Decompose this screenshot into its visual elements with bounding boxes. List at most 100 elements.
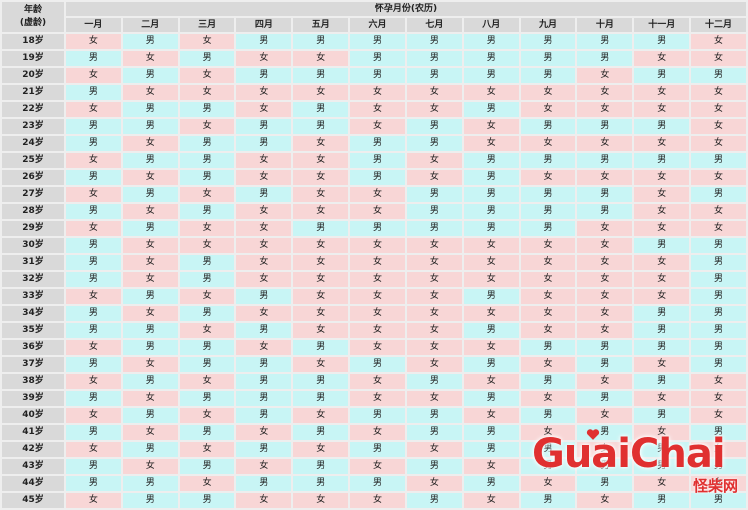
gender-cell: 女 — [577, 374, 633, 389]
gender-cell: 男 — [179, 170, 235, 185]
age-cell: 30岁 — [2, 238, 64, 253]
gender-cell: 女 — [406, 391, 462, 406]
gender-cell: 男 — [293, 119, 349, 134]
gender-cell: 男 — [463, 442, 519, 457]
gender-cell: 女 — [691, 51, 746, 66]
table-row: 31岁男女男女女女女女女女女男 — [2, 255, 746, 270]
gender-cell: 男 — [463, 204, 519, 219]
gender-cell: 男 — [236, 68, 292, 83]
age-cell: 27岁 — [2, 187, 64, 202]
gender-cell: 男 — [691, 272, 746, 287]
gender-cell: 男 — [122, 374, 178, 389]
gender-cell: 男 — [406, 459, 462, 474]
age-header: 年龄 (虚龄) — [2, 2, 64, 32]
gender-cell: 女 — [293, 153, 349, 168]
gender-cell: 女 — [634, 170, 690, 185]
gender-cell: 女 — [179, 238, 235, 253]
month-header: 五月 — [293, 18, 349, 32]
gender-cell: 男 — [293, 221, 349, 236]
gender-cell: 女 — [179, 85, 235, 100]
gender-cell: 女 — [406, 442, 462, 457]
age-cell: 25岁 — [2, 153, 64, 168]
gender-cell: 女 — [236, 85, 292, 100]
table-row: 43岁男女男女男女男女男男男男 — [2, 459, 746, 474]
gender-cell: 男 — [66, 306, 121, 321]
gender-cell: 女 — [520, 255, 576, 270]
age-cell: 41岁 — [2, 425, 64, 440]
table-row: 26岁男女男女女男女男女女女女 — [2, 170, 746, 185]
table-row: 19岁男女男女女男男男男男女女 — [2, 51, 746, 66]
gender-cell: 男 — [66, 238, 121, 253]
gender-cell: 男 — [236, 119, 292, 134]
watermark: GuaiChai 怪柴网 — [524, 428, 744, 498]
gender-cell: 男 — [122, 289, 178, 304]
gender-cell: 男 — [406, 68, 462, 83]
table-row: 42岁女男女男女男女男男女男女 — [2, 442, 746, 457]
gender-cell: 女 — [406, 357, 462, 372]
age-cell: 36岁 — [2, 340, 64, 355]
gender-cell: 男 — [691, 255, 746, 270]
month-header: 九月 — [520, 18, 576, 32]
gender-cell: 女 — [634, 136, 690, 151]
gender-cell: 女 — [350, 425, 405, 440]
gender-cell: 女 — [520, 391, 576, 406]
gender-cell: 男 — [406, 374, 462, 389]
gender-cell: 男 — [293, 68, 349, 83]
table-row: 29岁女男女女男男男男男女女女 — [2, 221, 746, 236]
month-header: 十一月 — [634, 18, 690, 32]
gender-cell: 男 — [520, 221, 576, 236]
gender-cell: 男 — [634, 238, 690, 253]
gender-cell: 女 — [406, 255, 462, 270]
gender-cell: 女 — [293, 493, 349, 508]
gender-cell: 男 — [634, 374, 690, 389]
gender-cell: 男 — [350, 408, 405, 423]
gender-cell: 男 — [520, 51, 576, 66]
gender-cell: 男 — [634, 340, 690, 355]
gender-cell: 男 — [520, 459, 576, 474]
gender-cell: 男 — [236, 187, 292, 202]
gender-cell: 男 — [66, 391, 121, 406]
age-cell: 39岁 — [2, 391, 64, 406]
gender-cell: 女 — [634, 187, 690, 202]
gender-cell: 女 — [463, 136, 519, 151]
gender-cell: 男 — [634, 68, 690, 83]
gender-cell: 女 — [577, 323, 633, 338]
gender-cell: 男 — [122, 34, 178, 49]
gender-cell: 男 — [122, 68, 178, 83]
table-row: 33岁女男女男女女女男女女女男 — [2, 289, 746, 304]
age-cell: 24岁 — [2, 136, 64, 151]
gender-cell: 男 — [634, 442, 690, 457]
gender-cell: 男 — [122, 323, 178, 338]
gender-cell: 男 — [293, 459, 349, 474]
gender-cell: 女 — [520, 136, 576, 151]
gender-cell: 男 — [122, 119, 178, 134]
gender-cell: 女 — [293, 170, 349, 185]
gender-cell: 女 — [577, 408, 633, 423]
gender-cell: 男 — [691, 425, 746, 440]
gender-cell: 女 — [463, 493, 519, 508]
gender-cell: 女 — [691, 374, 746, 389]
gender-cell: 男 — [66, 255, 121, 270]
table-row: 18岁女男女男男男男男男男男女 — [2, 34, 746, 49]
table-row: 36岁女男男女男女女女男男男男 — [2, 340, 746, 355]
gender-cell: 男 — [577, 476, 633, 491]
gender-cell: 男 — [179, 306, 235, 321]
age-cell: 35岁 — [2, 323, 64, 338]
month-header: 一月 — [66, 18, 121, 32]
gender-cell: 女 — [122, 238, 178, 253]
gender-cell: 男 — [179, 272, 235, 287]
age-cell: 45岁 — [2, 493, 64, 508]
gender-cell: 女 — [293, 204, 349, 219]
gender-cell: 女 — [66, 34, 121, 49]
gender-cell: 男 — [520, 442, 576, 457]
gender-cell: 男 — [122, 476, 178, 491]
gender-cell: 男 — [577, 34, 633, 49]
gender-cell: 女 — [634, 204, 690, 219]
age-cell: 28岁 — [2, 204, 64, 219]
gender-cell: 男 — [236, 289, 292, 304]
gender-cell: 男 — [179, 51, 235, 66]
gender-cell: 女 — [520, 238, 576, 253]
gender-cell: 男 — [350, 221, 405, 236]
age-header-line1: 年龄 — [23, 5, 42, 15]
gender-cell: 女 — [350, 289, 405, 304]
